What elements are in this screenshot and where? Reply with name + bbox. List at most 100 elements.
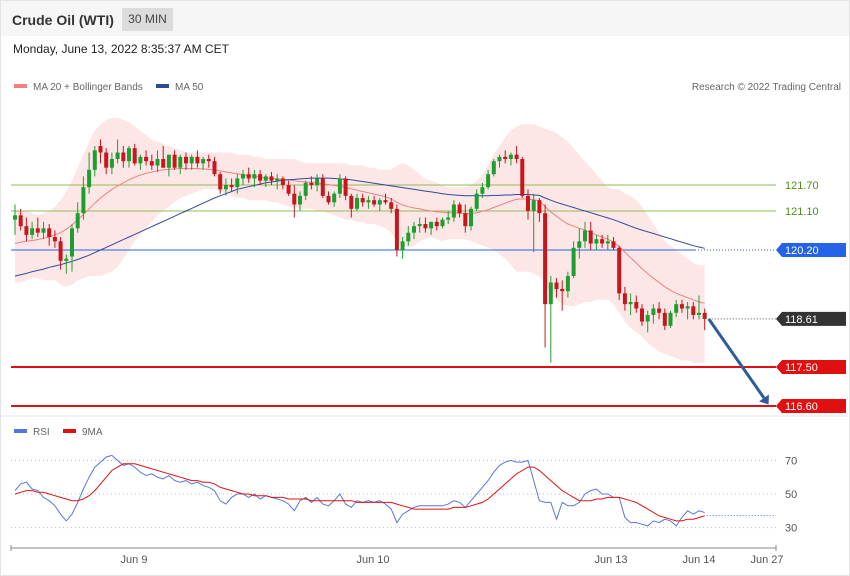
candle-body	[92, 150, 97, 170]
candle-body	[104, 152, 109, 168]
candle-body	[400, 241, 405, 250]
candle-body	[98, 146, 103, 153]
projection-arrow	[707, 318, 769, 405]
candle-body	[121, 152, 126, 162]
candle-body	[241, 174, 245, 179]
timestamp: Monday, June 13, 2022 8:35:37 AM CET	[13, 42, 229, 56]
x-tick-label: Jun 27	[750, 554, 783, 566]
candle-body	[503, 156, 508, 160]
candle-body	[81, 187, 86, 214]
candle-body	[691, 306, 696, 315]
candle-body	[349, 195, 354, 209]
candle-body	[451, 204, 456, 218]
candle-body	[212, 161, 217, 175]
chart-header: Crude Oil (WTI) 30 MIN	[1, 1, 849, 36]
support-label-tag	[776, 398, 846, 413]
ma50-legend-swatch	[156, 84, 169, 88]
candle-body	[195, 156, 200, 164]
candle-body	[640, 308, 644, 322]
rsi-level-label: 50	[785, 489, 797, 501]
candle-body	[41, 228, 46, 233]
candle-body	[560, 288, 565, 292]
projection-arrow-head	[759, 394, 769, 405]
candle-body	[138, 156, 143, 164]
candle-body	[406, 232, 411, 242]
candle-body	[252, 174, 257, 179]
support-label: 116.60	[785, 401, 818, 413]
rsi-legend-label: RSI	[33, 427, 50, 438]
ma50-line	[14, 177, 705, 277]
timeframe-badge[interactable]: 30 MIN	[122, 8, 173, 31]
candle-body	[75, 213, 80, 229]
candle-body	[526, 195, 530, 212]
candle-body	[583, 230, 587, 242]
candle-body	[434, 221, 439, 227]
candle-body	[491, 161, 496, 175]
candle-body	[223, 185, 228, 190]
candle-body	[486, 174, 491, 188]
pivot-label: 120.20	[785, 245, 819, 257]
candle-body	[178, 156, 183, 168]
candle-body	[64, 258, 69, 261]
candle-body	[543, 213, 548, 305]
candle-body	[651, 308, 656, 315]
candle-body	[702, 312, 707, 319]
candle-body	[457, 204, 462, 214]
candle-body	[474, 193, 479, 209]
candle-body	[634, 301, 639, 309]
candle-body	[394, 208, 399, 250]
candle-body	[115, 152, 120, 160]
candle-body	[258, 174, 263, 181]
bollinger-band-area	[15, 117, 705, 363]
candle-body	[172, 154, 177, 168]
candle-body	[315, 178, 320, 186]
candle-body	[605, 241, 610, 244]
candle-body	[132, 148, 137, 164]
candle-body	[423, 224, 428, 229]
candle-body	[628, 301, 633, 305]
price-level-labels: 121.70 121.10 120.20 118.61 117.50 116.60	[776, 180, 846, 413]
candle-body	[161, 159, 166, 168]
candle-body	[565, 275, 570, 292]
candle-body	[679, 304, 684, 309]
candle-body	[469, 208, 473, 227]
rsi-line	[14, 454, 705, 527]
candle-body	[18, 215, 23, 227]
candle-body	[292, 193, 297, 205]
rsi-level-label: 30	[785, 523, 797, 535]
candle-body	[662, 312, 667, 326]
candle-body	[166, 154, 171, 168]
candle-body	[269, 176, 274, 181]
candle-body	[127, 148, 131, 162]
x-axis: Jun 9 Jun 10 Jun 13 Jun 14 Jun 27	[10, 545, 784, 566]
rsi-legend: RSI 9MA	[14, 427, 103, 438]
x-tick-label: Jun 14	[682, 554, 715, 566]
candle-body	[417, 224, 422, 227]
rsi-legend-swatch	[14, 429, 27, 433]
candle-body	[429, 221, 434, 229]
candle-body	[389, 202, 394, 209]
candle-body	[588, 230, 593, 244]
candle-body	[617, 247, 622, 294]
candle-body	[326, 195, 331, 203]
candle-body	[577, 241, 582, 248]
rsi-level-label: 70	[785, 455, 797, 467]
candle-body	[144, 156, 149, 162]
candle-body	[70, 228, 74, 257]
ma9-legend-label: 9MA	[82, 427, 103, 438]
candle-body	[30, 228, 35, 235]
candle-body	[13, 215, 17, 220]
candle-body	[189, 156, 194, 164]
candle-body	[235, 178, 240, 188]
pivot-label-tag	[776, 243, 846, 257]
candle-body	[343, 178, 348, 196]
candle-body	[35, 228, 40, 233]
support-label-tag	[776, 359, 846, 374]
candle-body	[201, 159, 206, 164]
candle-body	[674, 304, 679, 313]
candle-body	[263, 176, 268, 181]
candle-body	[109, 159, 114, 168]
bollinger-bands	[15, 117, 705, 363]
candle-body	[383, 200, 388, 203]
candle-body	[514, 154, 519, 160]
